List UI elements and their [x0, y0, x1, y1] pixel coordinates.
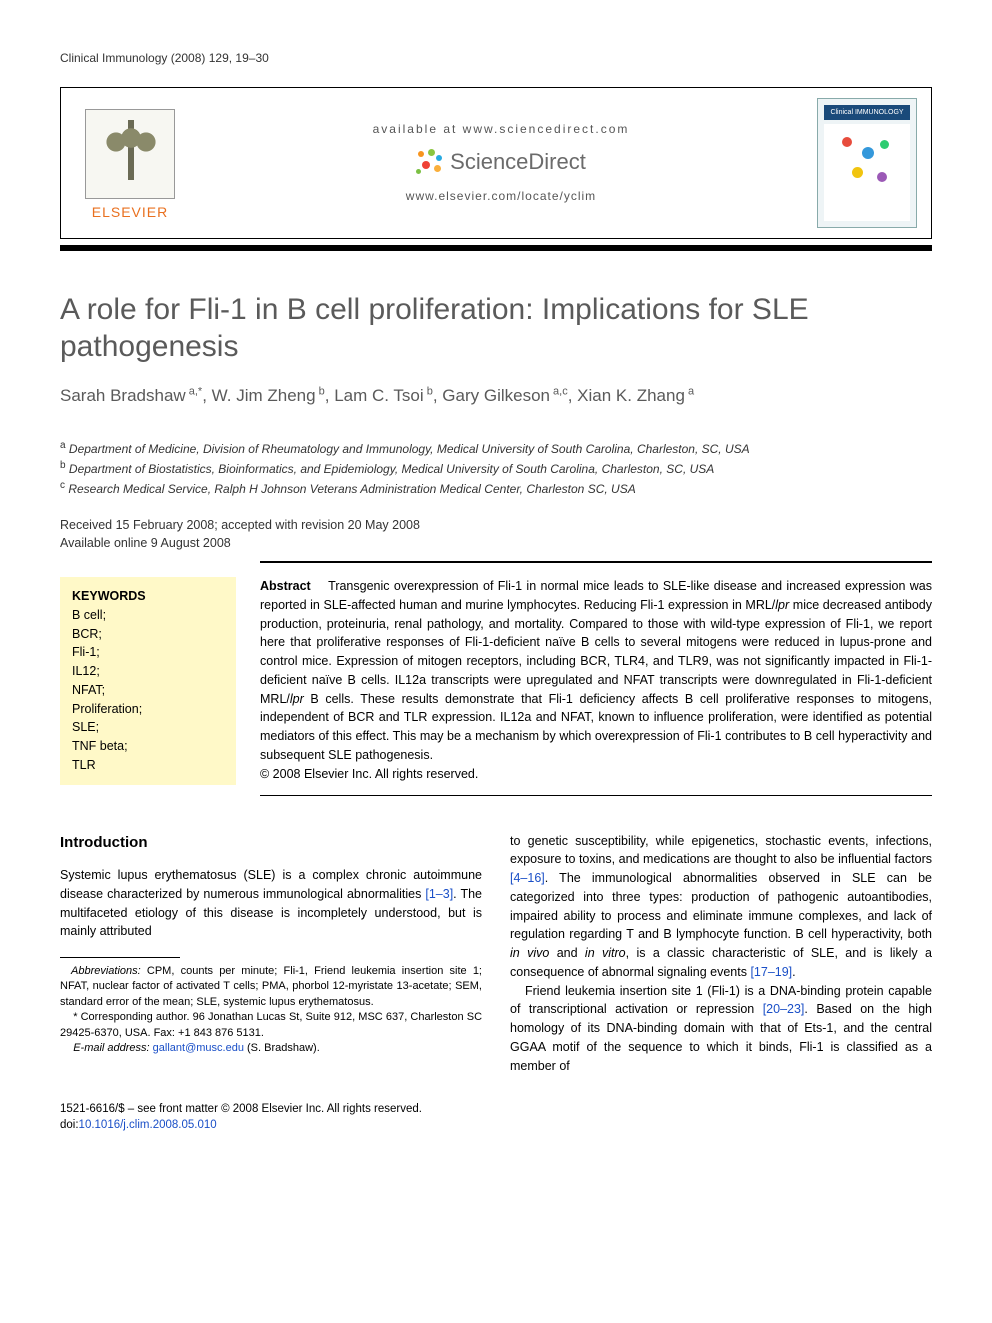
- email-tail: (S. Bradshaw).: [244, 1042, 320, 1054]
- author-list: Sarah Bradshaw a,*, W. Jim Zheng b, Lam …: [60, 384, 932, 408]
- thick-rule: [60, 245, 932, 251]
- running-header: Clinical Immunology (2008) 129, 19–30: [60, 50, 932, 67]
- doi-label: doi:: [60, 1119, 79, 1131]
- abstract-text: Transgenic overexpression of Fli-1 in no…: [260, 579, 932, 762]
- sciencedirect-wordmark: ScienceDirect: [450, 147, 586, 178]
- bottom-matter: 1521-6616/$ – see front matter © 2008 El…: [60, 1101, 932, 1133]
- doi-link[interactable]: 10.1016/j.clim.2008.05.010: [79, 1119, 217, 1131]
- footnotes: Abbreviations: CPM, counts per minute; F…: [60, 964, 482, 1056]
- corresponding-label: * Corresponding author.: [73, 1011, 189, 1023]
- email-footnote: E-mail address: gallant@musc.edu (S. Bra…: [60, 1041, 482, 1056]
- abstract-top-rule: [260, 561, 932, 563]
- intro-paragraph-2: to genetic susceptibility, while epigene…: [510, 832, 932, 982]
- journal-thumb-body: [824, 124, 910, 220]
- abstract-bottom-rule: [260, 795, 932, 796]
- received-date: Received 15 February 2008; accepted with…: [60, 516, 932, 535]
- elsevier-logo: ELSEVIER: [75, 103, 185, 223]
- ref-link[interactable]: [17–19]: [750, 965, 792, 979]
- issn-line: 1521-6616/$ – see front matter © 2008 El…: [60, 1101, 932, 1117]
- abstract-block: Abstract Transgenic overexpression of Fl…: [260, 577, 932, 785]
- email-link[interactable]: gallant@musc.edu: [153, 1042, 244, 1054]
- footnote-rule: [60, 957, 180, 958]
- doi-line: doi:10.1016/j.clim.2008.05.010: [60, 1117, 932, 1133]
- abbreviations-label: Abbreviations:: [71, 965, 141, 977]
- ref-link[interactable]: [20–23]: [763, 1002, 805, 1016]
- locate-url-text: www.elsevier.com/locate/yclim: [185, 188, 817, 205]
- corresponding-footnote: * Corresponding author. 96 Jonathan Luca…: [60, 1010, 482, 1041]
- keywords-box: KEYWORDS B cell;BCR;Fli-1;IL12;NFAT;Prol…: [60, 577, 236, 785]
- journal-cover-thumb: Clinical IMMUNOLOGY: [817, 98, 917, 228]
- copyright-line: © 2008 Elsevier Inc. All rights reserved…: [260, 767, 478, 781]
- abstract-label: Abstract: [260, 579, 311, 593]
- elsevier-tree-icon: [85, 109, 175, 199]
- keywords-heading: KEYWORDS: [72, 587, 224, 606]
- ref-link[interactable]: [1–3]: [425, 887, 453, 901]
- intro-paragraph-1: Systemic lupus erythematosus (SLE) is a …: [60, 866, 482, 941]
- article-title: A role for Fli-1 in B cell proliferation…: [60, 291, 932, 366]
- publisher-banner: ELSEVIER available at www.sciencedirect.…: [60, 87, 932, 239]
- available-at-text: available at www.sciencedirect.com: [185, 121, 817, 138]
- sciencedirect-dots-icon: [416, 149, 444, 177]
- right-column: to genetic susceptibility, while epigene…: [510, 832, 932, 1076]
- section-heading-introduction: Introduction: [60, 832, 482, 855]
- article-dates: Received 15 February 2008; accepted with…: [60, 516, 932, 554]
- affiliations: a Department of Medicine, Division of Rh…: [60, 438, 932, 498]
- elsevier-wordmark: ELSEVIER: [92, 203, 168, 223]
- ref-link[interactable]: [4–16]: [510, 871, 545, 885]
- abbreviations-footnote: Abbreviations: CPM, counts per minute; F…: [60, 964, 482, 1010]
- email-label: E-mail address:: [73, 1042, 149, 1054]
- keywords-list: B cell;BCR;Fli-1;IL12;NFAT;Proliferation…: [72, 606, 224, 775]
- sciencedirect-logo: ScienceDirect: [416, 147, 586, 178]
- online-date: Available online 9 August 2008: [60, 534, 932, 553]
- journal-thumb-title: Clinical IMMUNOLOGY: [824, 105, 910, 121]
- left-column: Introduction Systemic lupus erythematosu…: [60, 832, 482, 1076]
- intro-paragraph-3: Friend leukemia insertion site 1 (Fli-1)…: [510, 982, 932, 1076]
